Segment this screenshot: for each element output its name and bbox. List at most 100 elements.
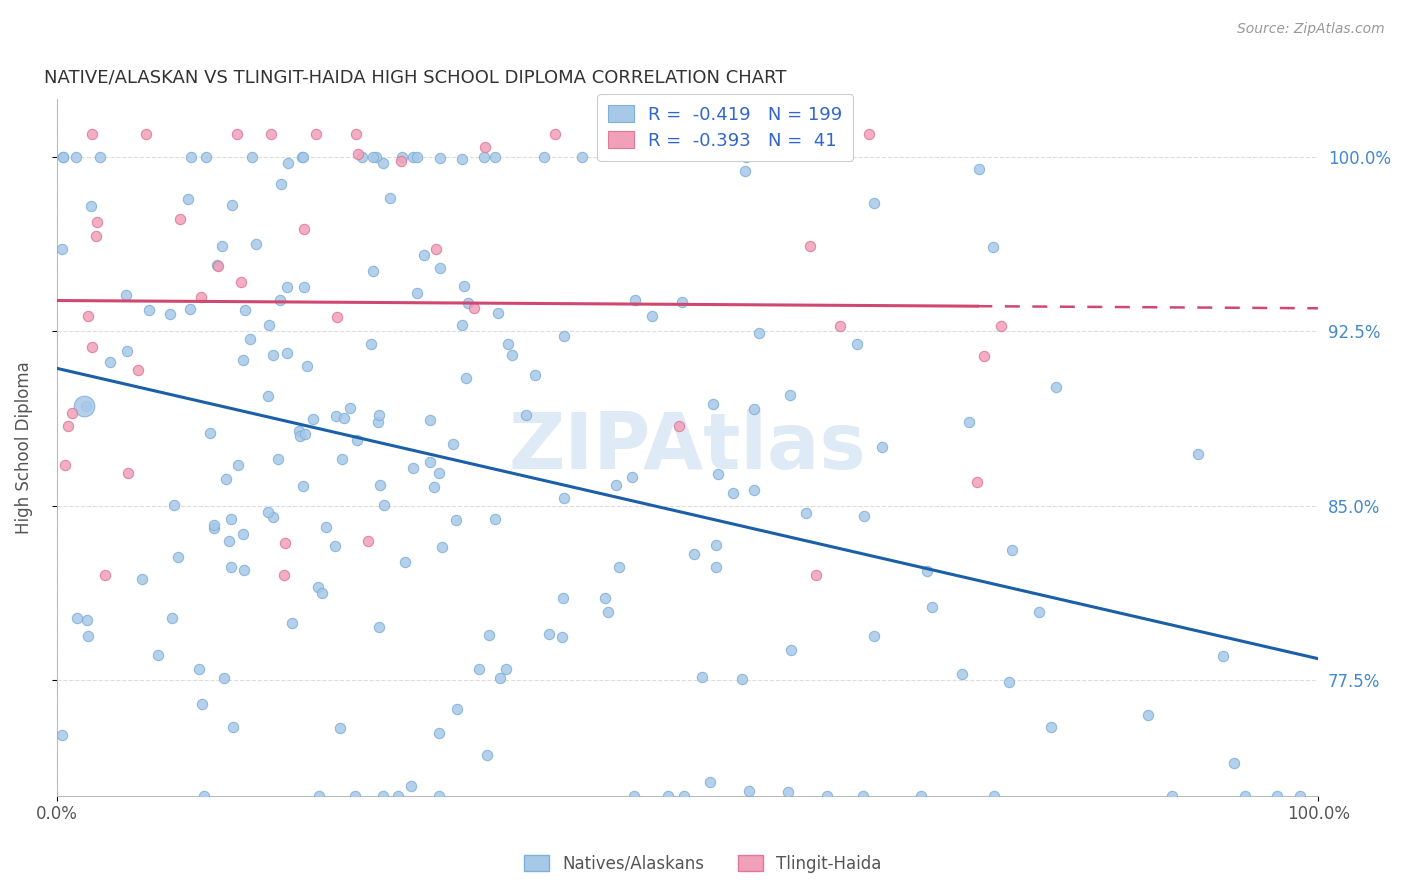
Point [94,568,117,582]
Point [245,236,267,251]
Point [325,409,347,424]
Point [329,721,352,735]
Point [730,673,752,687]
Point [828,318,851,333]
Point [239,332,262,346]
Point [1161,789,1184,803]
Point [1234,789,1257,803]
Point [780,642,803,657]
Point [330,452,353,467]
Point [73,399,96,413]
Point [422,480,444,494]
Point [77,309,100,323]
Point [202,518,225,533]
Point [357,534,380,549]
Point [368,409,391,423]
Point [281,615,304,630]
Point [501,348,523,362]
Text: ZIPAtlas: ZIPAtlas [509,409,866,485]
Point [446,702,468,716]
Point [429,151,451,165]
Point [463,301,485,315]
Point [231,275,253,289]
Point [291,150,314,164]
Point [89,150,111,164]
Point [593,591,616,605]
Point [291,479,314,493]
Point [640,309,662,323]
Point [486,306,509,320]
Point [845,337,868,351]
Point [704,538,727,552]
Point [425,242,447,256]
Point [1028,605,1050,619]
Point [194,150,217,164]
Point [302,412,325,426]
Point [378,191,401,205]
Point [75,399,97,413]
Point [852,789,875,803]
Point [269,293,291,307]
Point [373,499,395,513]
Point [427,789,450,803]
Point [419,455,441,469]
Point [368,478,391,492]
Point [273,568,295,582]
Point [484,150,506,164]
Point [699,775,721,789]
Point [53,458,76,473]
Point [163,498,186,512]
Point [515,408,537,422]
Point [233,563,256,577]
Point [277,155,299,169]
Text: NATIVE/ALASKAN VS TLINGIT-HAIDA HIGH SCHOOL DIPLOMA CORRELATION CHART: NATIVE/ALASKAN VS TLINGIT-HAIDA HIGH SCH… [44,69,786,87]
Point [326,310,349,324]
Point [219,511,242,525]
Point [311,586,333,600]
Point [779,388,801,402]
Point [402,150,425,164]
Point [193,789,215,803]
Point [429,261,451,276]
Point [361,150,384,164]
Point [553,328,575,343]
Point [58,419,80,434]
Point [202,521,225,535]
Point [259,127,281,141]
Point [852,509,875,524]
Point [1040,720,1063,734]
Point [86,215,108,229]
Point [344,789,367,803]
Point [734,164,756,178]
Point [742,483,765,497]
Point [394,555,416,569]
Point [270,177,292,191]
Point [474,140,496,154]
Point [159,307,181,321]
Point [910,789,932,803]
Point [360,336,382,351]
Point [571,150,593,164]
Point [1289,789,1312,803]
Point [1045,380,1067,394]
Point [734,150,756,164]
Point [623,293,645,308]
Point [117,344,139,359]
Point [66,610,89,624]
Point [776,785,799,799]
Point [52,150,75,164]
Point [190,290,212,304]
Point [478,628,501,642]
Point [815,789,838,803]
Point [60,406,83,420]
Point [973,349,995,363]
Point [267,452,290,467]
Point [399,779,422,793]
Point [387,789,409,803]
Point [288,428,311,442]
Point [796,506,818,520]
Point [233,303,256,318]
Point [523,368,546,382]
Point [288,425,311,439]
Point [544,127,567,141]
